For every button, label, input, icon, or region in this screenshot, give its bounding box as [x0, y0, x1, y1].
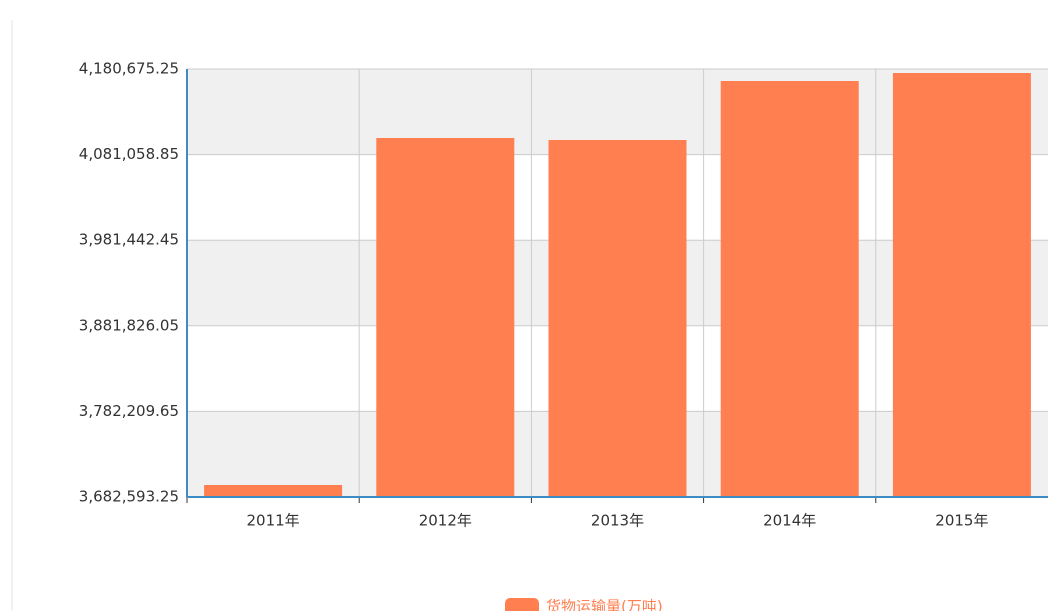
bar	[720, 81, 859, 497]
y-tick-label: 3,981,442.45	[79, 231, 179, 249]
y-tick-label: 4,180,675.25	[79, 60, 179, 78]
x-tick-label: 2012年	[419, 512, 472, 530]
bar	[548, 140, 687, 498]
legend-swatch	[505, 598, 539, 611]
y-tick-label: 3,881,826.05	[79, 316, 179, 334]
bar	[376, 138, 515, 497]
y-tick-label: 3,782,209.65	[79, 402, 179, 420]
x-tick-label: 2014年	[763, 512, 816, 530]
x-tick-label: 2013年	[591, 512, 644, 530]
x-tick-label: 2015年	[935, 512, 988, 530]
bar	[892, 73, 1031, 498]
bar	[204, 485, 343, 497]
y-tick-label: 3,682,593.25	[79, 488, 179, 506]
legend-label: 货物运输量(万吨)	[546, 598, 663, 611]
x-tick-label: 2011年	[247, 512, 300, 530]
y-tick-label: 4,081,058.85	[79, 145, 179, 163]
